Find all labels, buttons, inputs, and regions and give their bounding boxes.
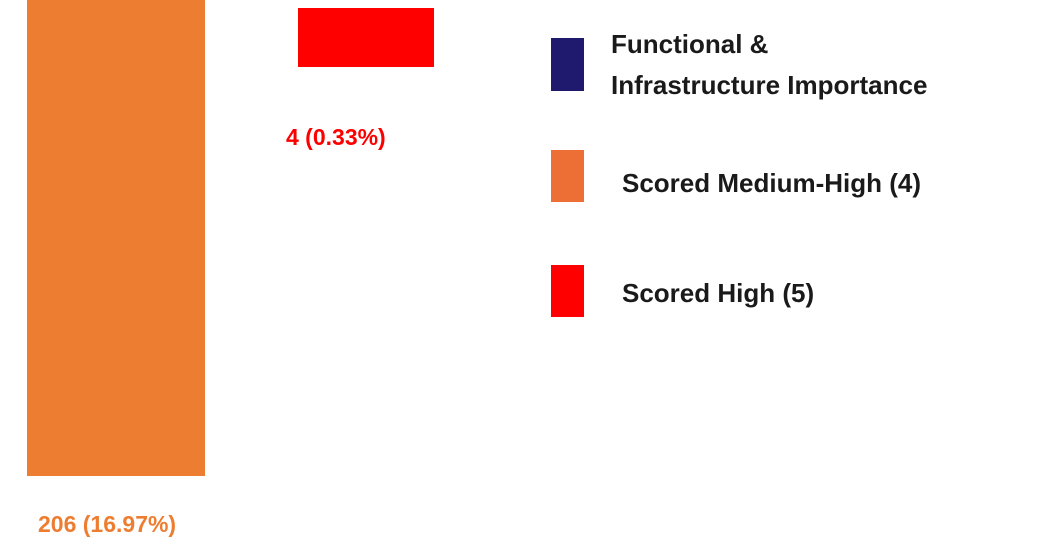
bar-label: 4 (0.33%) xyxy=(286,124,386,150)
legend-swatch xyxy=(551,38,584,91)
bar-label: 206 (16.97%) xyxy=(38,511,177,537)
legend-swatch xyxy=(551,265,584,317)
bar-medium-high xyxy=(27,0,205,476)
legend-swatch xyxy=(551,150,584,202)
bar-high xyxy=(298,8,434,67)
legend-line: Functional & xyxy=(611,29,769,59)
legend-label: Scored Medium-High (4) xyxy=(622,163,921,204)
legend-label: Scored High (5) xyxy=(622,273,814,314)
legend-line: Infrastructure Importance xyxy=(611,70,928,100)
legend-line: Scored High (5) xyxy=(622,278,815,308)
legend-label: Functional & Infrastructure Importance xyxy=(611,24,927,106)
legend-line: Scored Medium-High (4) xyxy=(622,168,922,198)
